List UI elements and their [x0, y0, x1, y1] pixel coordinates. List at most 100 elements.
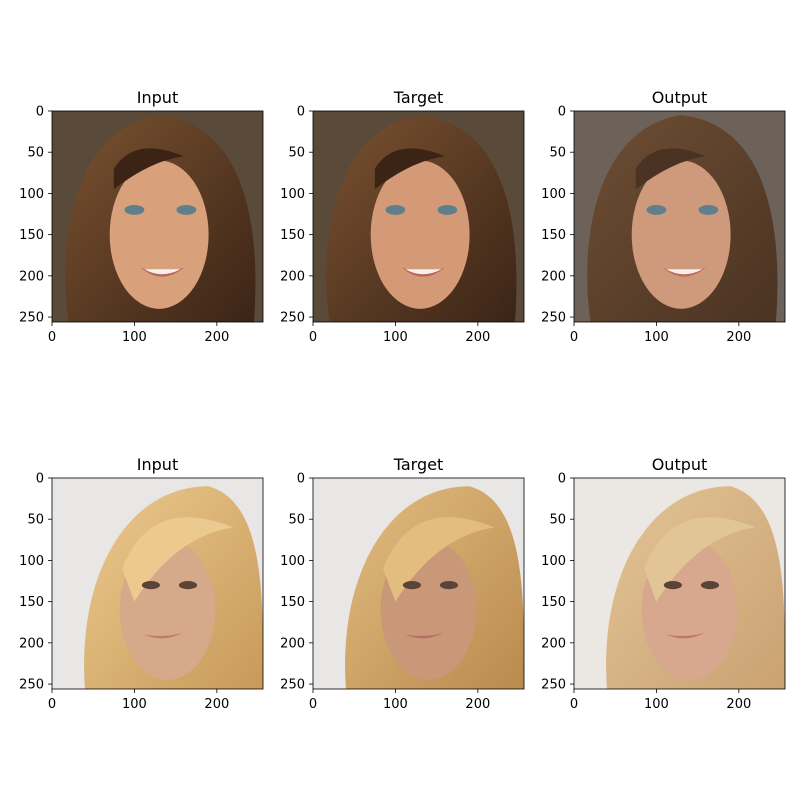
y-tick-label: 50 — [288, 146, 305, 161]
hair-fringe — [383, 517, 495, 602]
x-tick-label: 200 — [465, 330, 490, 345]
x-tick-label: 200 — [726, 697, 751, 712]
hair-fringe — [374, 148, 445, 190]
y-tick-label: 200 — [541, 636, 566, 651]
y-tick-label: 0 — [297, 105, 305, 120]
panels: Input 0 100 200 0 50 100 150 200 250 Target 0 100 200… — [19, 88, 786, 712]
left-eye — [646, 204, 667, 215]
x-tick-label: 0 — [309, 330, 317, 345]
left-eye — [663, 581, 682, 590]
x-tick-label: 0 — [570, 697, 578, 712]
y-tick-label: 250 — [19, 311, 44, 326]
y-tick-label: 200 — [19, 636, 44, 651]
hair-fringe — [635, 148, 706, 190]
y-tick-label: 50 — [549, 146, 566, 161]
y-tick-label: 0 — [558, 105, 566, 120]
mouth — [405, 632, 444, 639]
y-tick-label: 150 — [19, 595, 44, 610]
axes-frame — [573, 110, 786, 323]
y-tick-label: 50 — [288, 513, 305, 528]
y-tick-label: 150 — [280, 228, 305, 243]
subplot-title: Input — [137, 455, 178, 474]
subplot-5: Target 0 100 200 0 50 100 150 200 250 — [280, 455, 525, 712]
hair-fringe — [644, 517, 756, 602]
y-tick-label: 0 — [297, 472, 305, 487]
axes-frame — [312, 477, 525, 690]
hair-fringe — [122, 517, 234, 602]
face-shape — [370, 160, 470, 309]
y-tick-label: 100 — [541, 554, 566, 569]
x-tick-label: 0 — [570, 330, 578, 345]
x-tick-label: 100 — [644, 330, 669, 345]
y-tick-label: 250 — [19, 678, 44, 693]
x-tick-label: 200 — [204, 330, 229, 345]
teeth — [405, 269, 442, 275]
y-tick-label: 50 — [549, 513, 566, 528]
hair-fringe — [113, 148, 184, 190]
axes-frame — [51, 110, 264, 323]
y-tick-label: 100 — [19, 554, 44, 569]
y-tick-label: 100 — [19, 187, 44, 202]
subplot-title: Input — [137, 88, 178, 107]
right-eye — [700, 581, 720, 590]
y-tick-label: 150 — [19, 228, 44, 243]
portrait-image — [313, 478, 524, 689]
y-tick-label: 50 — [27, 146, 44, 161]
mouth — [144, 632, 183, 639]
portrait-image — [52, 478, 263, 689]
y-tick-label: 0 — [36, 105, 44, 120]
y-tick-label: 200 — [280, 636, 305, 651]
teeth — [666, 269, 703, 275]
x-tick-label: 100 — [383, 330, 408, 345]
x-tick-label: 100 — [644, 697, 669, 712]
y-tick-label: 50 — [27, 513, 44, 528]
subplot-title: Target — [393, 455, 444, 474]
y-tick-label: 200 — [541, 269, 566, 284]
portrait-image — [52, 111, 263, 322]
y-tick-label: 200 — [19, 269, 44, 284]
face-shape — [631, 160, 731, 309]
face-shape — [109, 160, 209, 309]
right-eye — [439, 581, 459, 590]
right-eye — [437, 204, 458, 215]
axes-frame — [51, 477, 264, 690]
subplot-title: Target — [393, 88, 444, 107]
x-tick-label: 100 — [122, 697, 147, 712]
x-tick-label: 200 — [204, 697, 229, 712]
subplot-1: Input 0 100 200 0 50 100 150 200 250 — [19, 88, 264, 345]
teeth — [144, 269, 181, 275]
x-tick-label: 0 — [48, 697, 56, 712]
y-tick-label: 250 — [541, 311, 566, 326]
y-tick-label: 250 — [280, 678, 305, 693]
y-tick-label: 100 — [280, 187, 305, 202]
left-eye — [402, 581, 421, 590]
right-eye — [178, 581, 198, 590]
portrait-image — [574, 478, 785, 689]
x-tick-label: 0 — [48, 330, 56, 345]
right-eye — [698, 204, 719, 215]
portrait-image — [313, 111, 524, 322]
y-tick-label: 250 — [280, 311, 305, 326]
subplot-title: Output — [652, 88, 708, 107]
y-tick-label: 150 — [541, 595, 566, 610]
mouth — [666, 632, 705, 639]
left-eye — [124, 204, 145, 215]
subplot-4: Input 0 100 200 0 50 100 150 200 250 — [19, 455, 264, 712]
right-eye — [176, 204, 197, 215]
y-tick-label: 250 — [541, 678, 566, 693]
y-tick-label: 0 — [558, 472, 566, 487]
subplot-6: Output 0 100 200 0 50 100 150 200 250 — [541, 455, 786, 712]
y-tick-label: 200 — [280, 269, 305, 284]
x-tick-label: 200 — [465, 697, 490, 712]
left-eye — [141, 581, 160, 590]
portrait-image — [574, 111, 785, 322]
subplot-2: Target 0 100 200 0 50 100 150 200 250 — [280, 88, 525, 345]
y-tick-label: 150 — [541, 228, 566, 243]
y-tick-label: 100 — [541, 187, 566, 202]
subplot-3: Output 0 100 200 0 50 100 150 200 250 — [541, 88, 786, 345]
y-tick-label: 100 — [280, 554, 305, 569]
x-tick-label: 200 — [726, 330, 751, 345]
y-tick-label: 150 — [280, 595, 305, 610]
axes-frame — [312, 110, 525, 323]
